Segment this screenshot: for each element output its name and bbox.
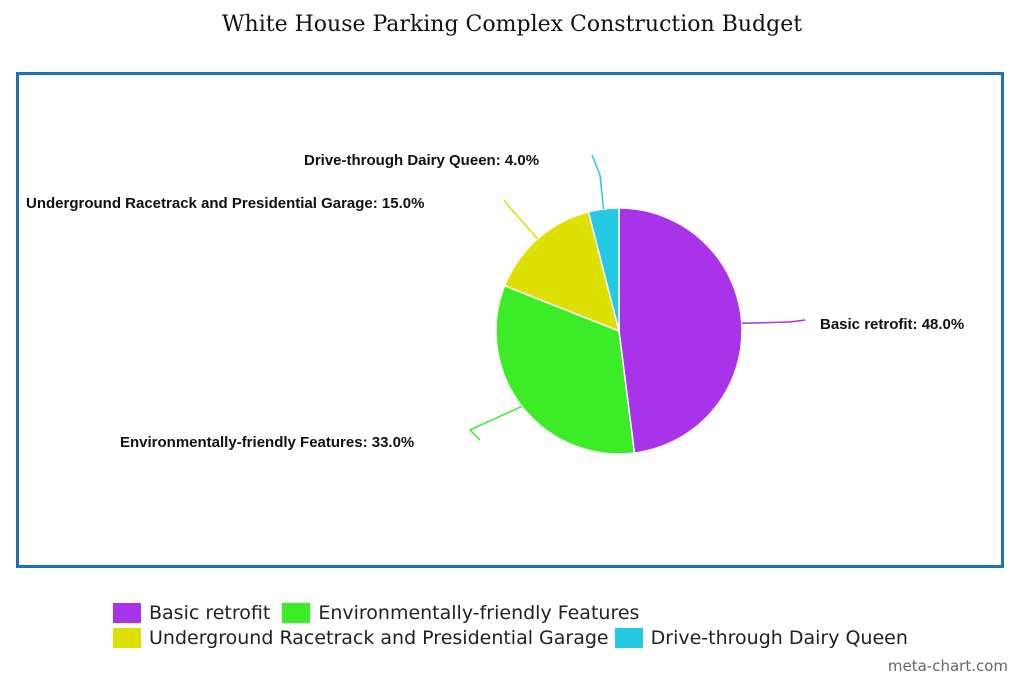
leader-lines [468,154,806,441]
legend-row: Underground Racetrack and Presidential G… [113,625,973,650]
chart-title: White House Parking Complex Construction… [221,12,803,37]
data-label-environmentally-friendly-features: Environmentally-friendly Features: 33.0% [120,434,414,451]
pie-slice-basic-retrofit[interactable] [618,207,743,454]
plot-area-frame [16,72,1004,568]
leader-line [468,405,523,441]
data-label-underground-racetrack: Underground Racetrack and Presidential G… [26,195,424,212]
legend-label: Drive-through Dairy Queen [650,626,908,649]
leader-line [591,154,605,210]
watermark: meta-chart.com [887,657,1008,675]
legend: Basic retrofit Environmentally-friendly … [113,600,973,650]
data-label-drive-through-dairy-queen: Drive-through Dairy Queen: 4.0% [304,152,539,169]
legend-item-underground-racetrack[interactable]: Underground Racetrack and Presidential G… [113,627,609,649]
pie-chart: Basic retrofit: 48.0% Environmentally-fr… [26,152,964,455]
legend-label: Underground Racetrack and Presidential G… [149,626,609,649]
leader-line [741,319,806,325]
pie-slice-underground-racetrack-and-presidential-garage[interactable] [503,210,621,333]
data-label-basic-retrofit: Basic retrofit: 48.0% [820,316,964,333]
legend-item-environmentally-friendly-features[interactable]: Environmentally-friendly Features [282,602,639,624]
pie-slices [495,207,743,455]
legend-item-drive-through-dairy-queen[interactable]: Drive-through Dairy Queen [614,626,908,649]
legend-swatch [614,627,643,648]
legend-row: Basic retrofit Environmentally-friendly … [113,600,973,625]
leader-line [503,199,539,240]
slice-labels: Basic retrofit: 48.0% Environmentally-fr… [26,152,964,451]
legend-swatch [113,602,141,623]
legend-item-basic-retrofit[interactable]: Basic retrofit [113,602,270,624]
legend-swatch [282,602,311,623]
legend-swatch [113,627,141,648]
legend-label: Basic retrofit [149,601,271,624]
legend-label: Environmentally-friendly Features [318,601,640,624]
